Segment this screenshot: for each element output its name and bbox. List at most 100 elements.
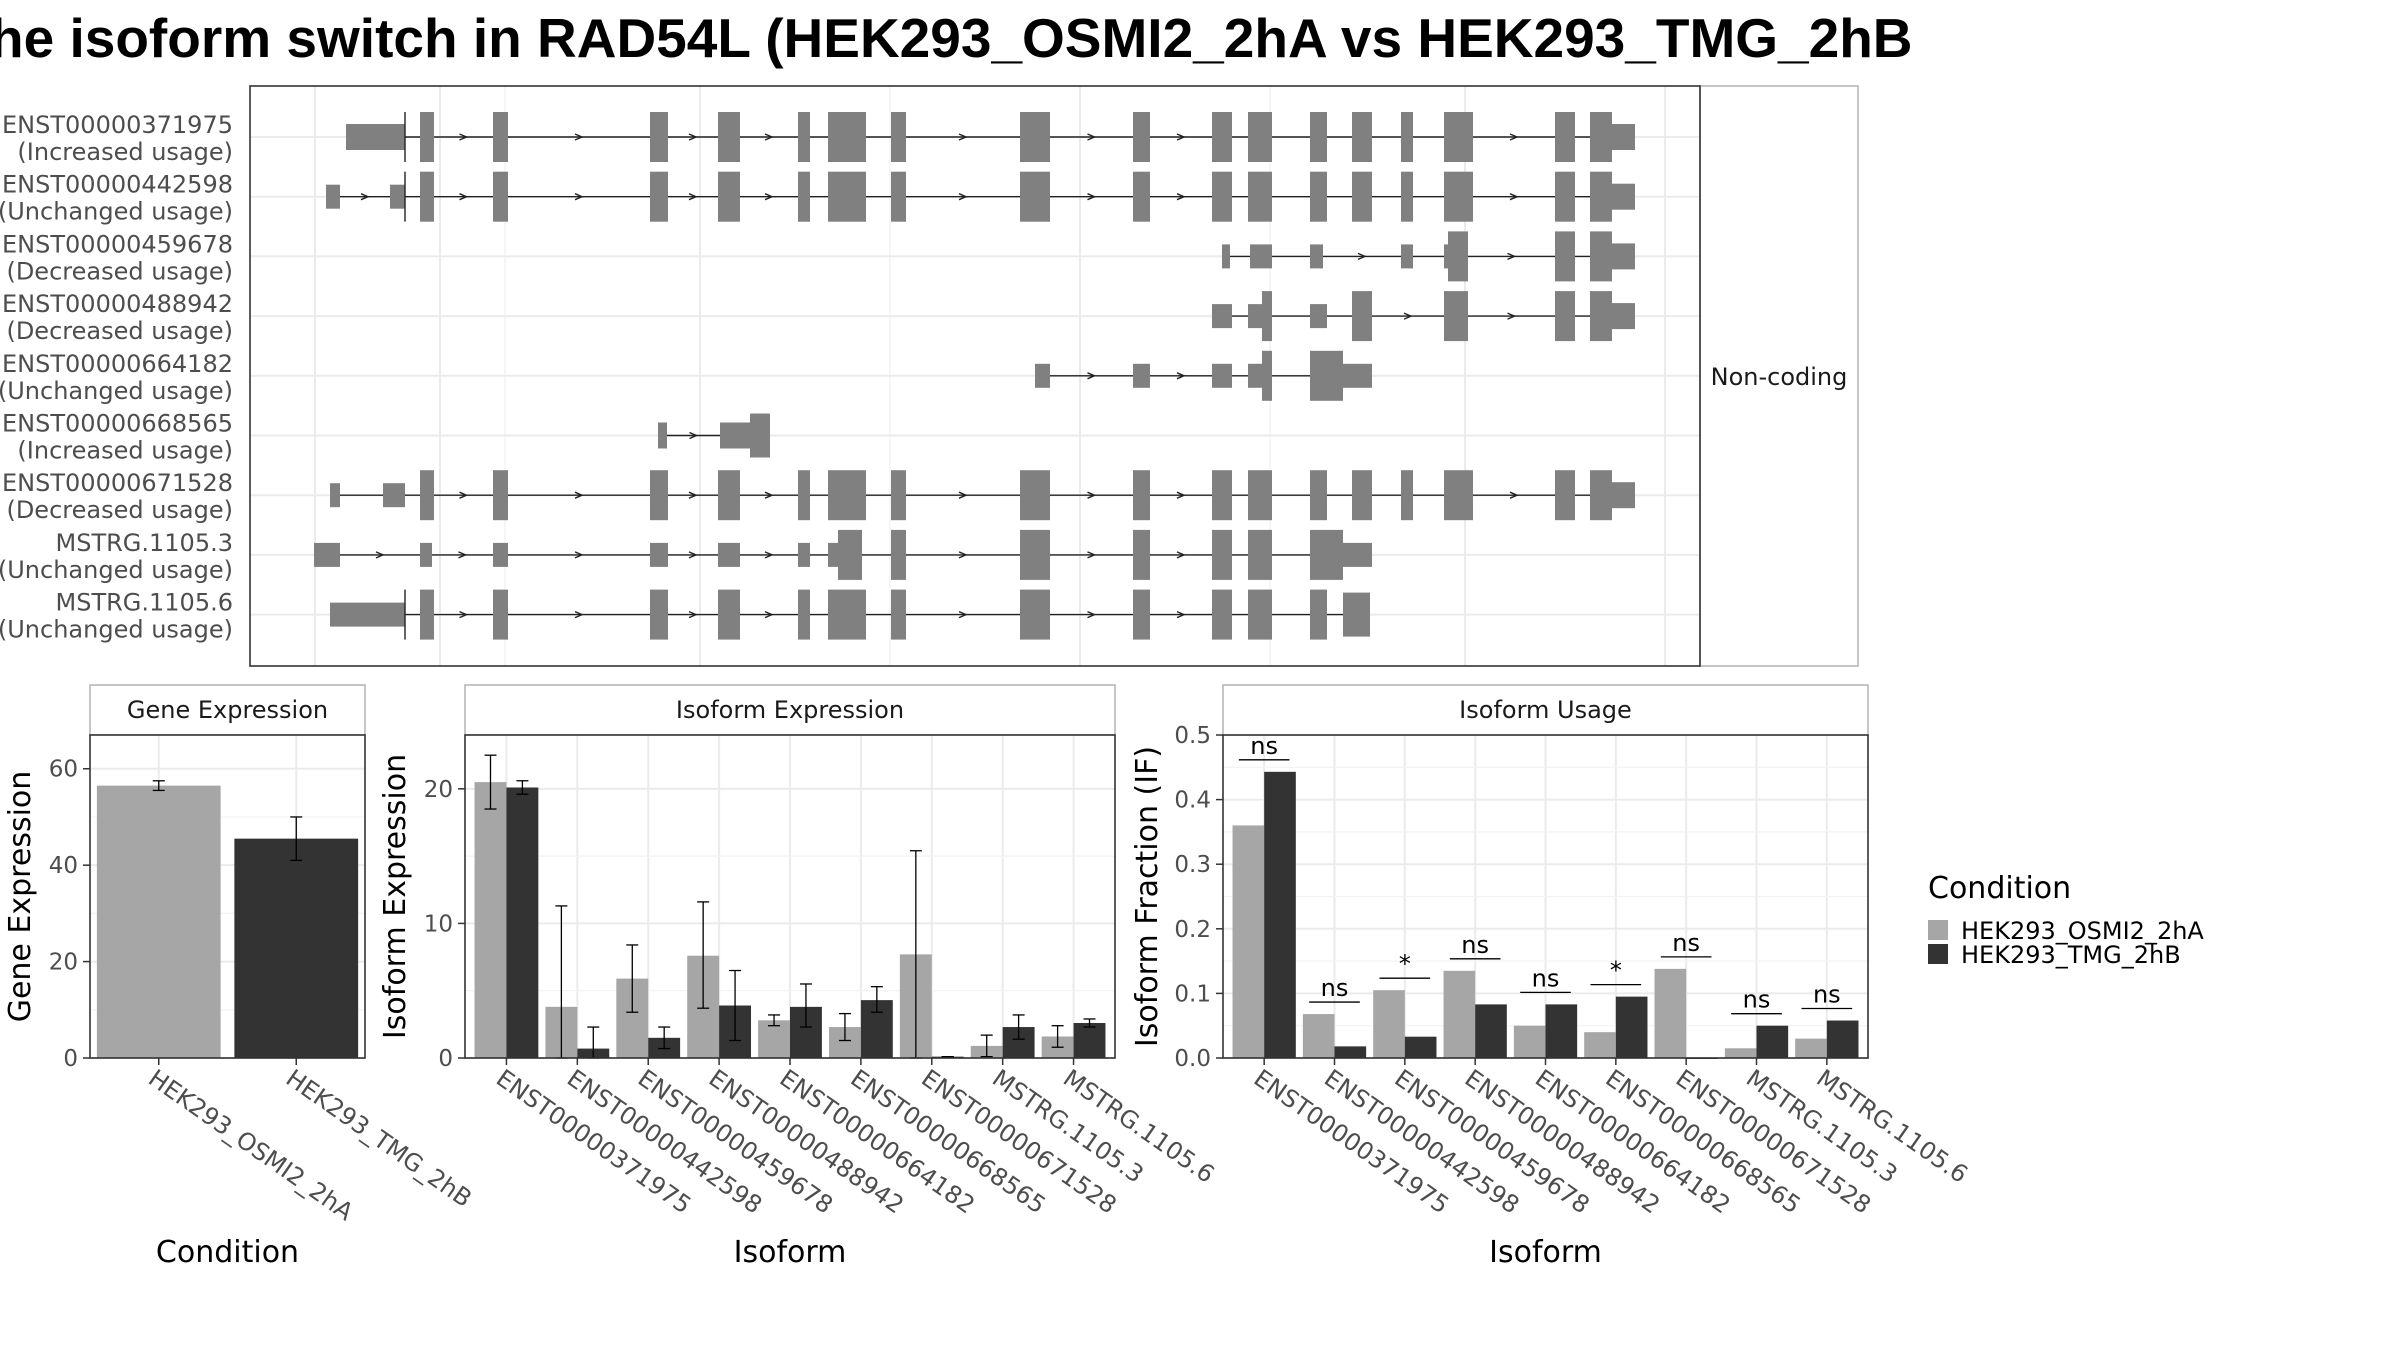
legend-label-cond1: HEK293_OSMI2_2hA <box>1961 917 2204 945</box>
transcript-status-label: (Unchanged usage) <box>0 616 233 644</box>
bar-ENST00000671528-HEK293_OSMI2_2hA <box>1654 968 1687 1058</box>
transcript-id-label: ENST00000459678 <box>2 230 233 258</box>
intron-arrow <box>958 133 968 141</box>
transcript-model-ENST00000488942 <box>1212 291 1635 342</box>
intron-arrow <box>1507 312 1517 320</box>
transcript-model-ENST00000459678 <box>1222 231 1635 282</box>
exon-block <box>1133 589 1150 640</box>
exon-block <box>1248 470 1272 521</box>
intron-arrow <box>458 551 468 559</box>
exon-block <box>1248 112 1272 162</box>
error-bar <box>838 1012 851 1042</box>
exon-block <box>1352 291 1372 342</box>
exon-block <box>1133 171 1150 222</box>
intron-arrow <box>1357 252 1367 261</box>
legend-title: Condition <box>1928 871 2071 906</box>
exon-block <box>1310 304 1327 329</box>
exon-block <box>1612 482 1635 509</box>
exon-block <box>828 112 866 162</box>
exon-block <box>1555 171 1575 222</box>
intron-arrow <box>459 491 469 499</box>
exon-block <box>1133 529 1150 580</box>
exon-block <box>390 184 405 209</box>
exon-block <box>891 529 906 580</box>
transcript-model-ENST00000671528 <box>330 470 1635 521</box>
y-axis-title: Isoform Expression <box>378 754 413 1039</box>
exon-block <box>420 589 434 640</box>
exon-block <box>798 589 810 640</box>
exon-block <box>1310 171 1327 222</box>
exon-block <box>1212 112 1232 162</box>
intron-arrow <box>1509 133 1519 141</box>
exon-block <box>891 589 906 640</box>
exon-block <box>1352 470 1372 521</box>
significance-label: * <box>1610 957 1622 985</box>
transcript-model-MSTRG.1105.3 <box>314 529 1372 580</box>
transcript-status-label: (Decreased usage) <box>6 496 233 524</box>
exon-block <box>330 602 405 627</box>
figure-title: he isoform switch in RAD54L (HEK293_OSMI… <box>0 7 1913 69</box>
transcript-id-label: ENST00000371975 <box>2 111 233 139</box>
intron-arrow <box>688 193 698 201</box>
exon-block <box>1212 529 1232 580</box>
intron-arrow <box>688 133 698 141</box>
significance-label: ns <box>1250 732 1278 760</box>
bar-MSTRG.1105.6-HEK293_TMG_2hB <box>1073 1023 1106 1058</box>
error-bar <box>626 944 639 1013</box>
error-bar <box>799 983 812 1028</box>
significance-label: ns <box>1532 964 1560 992</box>
condition-legend: Condition HEK293_OSMI2_2hA HEK293_TMG_2h… <box>1928 871 2204 969</box>
exon-block <box>314 542 340 567</box>
exon-block <box>420 112 434 162</box>
intron-arrow <box>574 491 584 499</box>
intron-arrow <box>1403 312 1413 320</box>
exon-block <box>383 483 405 508</box>
legend-swatch-cond1 <box>1928 920 1948 940</box>
exon-block <box>1590 171 1612 222</box>
significance-label: ns <box>1813 981 1841 1009</box>
bar-ENST00000664182-HEK293_TMG_2hB <box>1545 1004 1578 1058</box>
exon-block <box>346 124 405 150</box>
y-tick-label: 20 <box>424 777 453 803</box>
panel-strip-title: Gene Expression <box>127 696 328 724</box>
bar-ENST00000442598-HEK293_OSMI2_2hA <box>1302 1014 1335 1058</box>
bar-MSTRG.1105.6-HEK293_TMG_2hB <box>1826 1020 1859 1058</box>
bar-ENST00000664182-HEK293_OSMI2_2hA <box>758 1020 790 1058</box>
exon-block <box>493 470 508 521</box>
y-tick-label: 0.3 <box>1174 852 1211 878</box>
intron-arrow <box>958 610 968 619</box>
intron-arrow <box>1507 252 1517 261</box>
intron-arrow <box>1176 133 1186 141</box>
error-bar <box>697 901 710 1009</box>
exon-block <box>720 422 750 449</box>
exon-block <box>828 589 866 640</box>
intron-arrow <box>688 551 698 559</box>
intron-arrow <box>459 193 469 201</box>
structure-strip <box>1699 85 1859 667</box>
exon-block <box>1401 470 1413 521</box>
exon-block <box>1250 244 1272 269</box>
bar-ENST00000442598-HEK293_TMG_2hB <box>1334 1046 1367 1058</box>
bar-ENST00000459678-HEK293_OSMI2_2hA <box>1373 990 1405 1058</box>
exon-block <box>718 542 740 567</box>
exon-block <box>1343 363 1372 388</box>
exon-block <box>650 112 668 162</box>
intron-arrow <box>764 551 774 559</box>
isoform-expression-panel: Isoform Expression01020ENST00000371975EN… <box>378 684 1220 1270</box>
exon-block <box>420 171 434 222</box>
exon-block <box>828 470 866 521</box>
intron-arrow <box>574 610 584 619</box>
bar-ENST00000459678-HEK293_TMG_2hB <box>1404 1036 1437 1058</box>
bar-ENST00000488942-HEK293_TMG_2hB <box>1475 1004 1507 1058</box>
exon-block <box>718 589 740 640</box>
exon-block <box>1212 470 1232 521</box>
panel-strip-title: Isoform Usage <box>1459 696 1632 724</box>
significance-label: ns <box>1743 986 1771 1014</box>
exon-block <box>1555 470 1575 521</box>
bar-ENST00000488942-HEK293_OSMI2_2hA <box>1443 970 1476 1058</box>
exon-block <box>1262 291 1272 342</box>
transcript-status-label: (Decreased usage) <box>6 257 233 285</box>
intron-arrow <box>688 491 698 499</box>
exon-block <box>1133 470 1150 521</box>
